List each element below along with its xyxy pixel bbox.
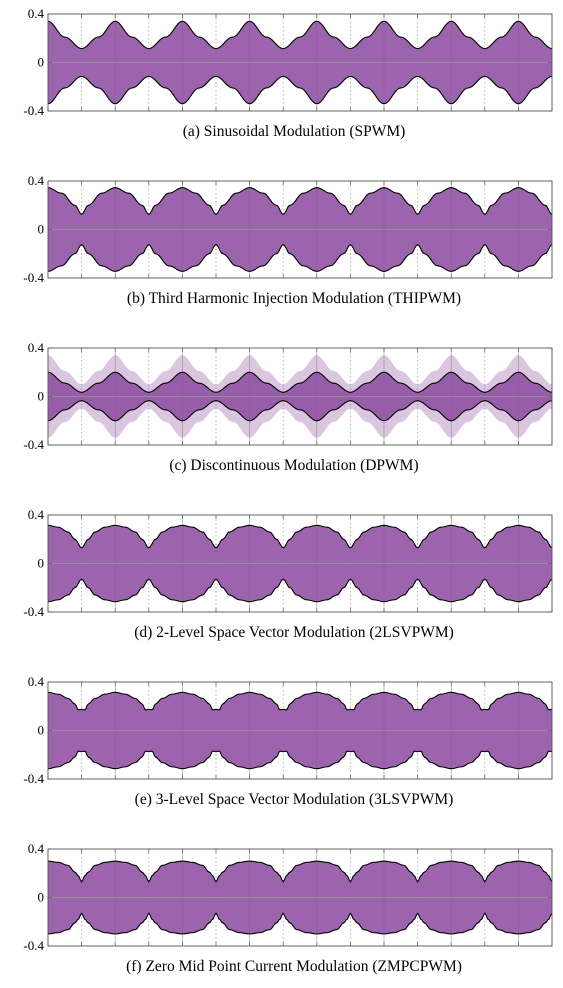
y-tick-label: -0.4	[23, 437, 44, 452]
upper-envelope-line	[47, 860, 553, 883]
upper-envelope-line	[47, 20, 553, 50]
panel-caption: (b) Third Harmonic Injection Modulation …	[127, 290, 461, 307]
panel-caption: (a) Sinusoidal Modulation (SPWM)	[183, 123, 406, 140]
lower-envelope-line	[47, 578, 553, 603]
y-tick-label: -0.4	[23, 938, 44, 953]
y-tick-label: 0	[38, 222, 45, 237]
chart-panel-e: 0.4 0 -0.4 (e) 3-Level Space Vector Modulat…	[23, 674, 553, 808]
lower-envelope-line	[47, 75, 553, 105]
y-tick-label: -0.4	[23, 103, 44, 118]
lower-envelope-line	[47, 400, 553, 422]
y-tick-label: -0.4	[23, 604, 44, 619]
lower-envelope-line	[47, 912, 553, 935]
panel-caption: (d) 2-Level Space Vector Modulation (2LS…	[134, 624, 454, 641]
y-tick-label: 0.4	[28, 674, 45, 689]
chart-panel-b: 0.4 0 -0.4 (b) Third Harmonic Injection Mod…	[23, 173, 553, 307]
chart-panel-c: 0.4 0 -0.4 (c) Discontinuous Modulation (DP…	[23, 340, 553, 474]
chart-panel-d: 0.4 0 -0.4 (d) 2-Level Space Vector Modulat…	[23, 507, 553, 641]
y-tick-label: -0.4	[23, 270, 44, 285]
y-tick-label: 0	[38, 723, 45, 738]
y-tick-label: 0	[38, 389, 45, 404]
upper-envelope-line	[47, 371, 553, 393]
y-tick-label: 0	[38, 890, 45, 905]
upper-envelope-line	[47, 524, 553, 549]
y-tick-label: 0	[38, 556, 45, 571]
upper-envelope-line	[47, 187, 553, 216]
y-tick-label: 0.4	[28, 173, 45, 188]
y-tick-label: -0.4	[23, 771, 44, 786]
panel-caption: (c) Discontinuous Modulation (DPWM)	[169, 457, 418, 474]
chart-panel-f: 0.4 0 -0.4 (f) Zero Mid Point Current Modul…	[23, 841, 553, 975]
lower-envelope-line	[47, 750, 553, 770]
y-tick-label: 0.4	[28, 507, 45, 522]
lower-envelope-line	[47, 243, 553, 272]
chart-panel-a: 0.4 0 -0.4 (a) Sinusoidal Modulation (SPWM)	[23, 6, 553, 140]
y-tick-label: 0	[38, 55, 45, 70]
panel-caption: (e) 3-Level Space Vector Modulation (3LS…	[135, 791, 454, 808]
y-tick-label: 0.4	[28, 841, 45, 856]
y-tick-label: 0.4	[28, 340, 45, 355]
panel-caption: (f) Zero Mid Point Current Modulation (Z…	[126, 958, 462, 975]
upper-envelope-line	[47, 691, 553, 711]
y-tick-label: 0.4	[28, 6, 45, 21]
